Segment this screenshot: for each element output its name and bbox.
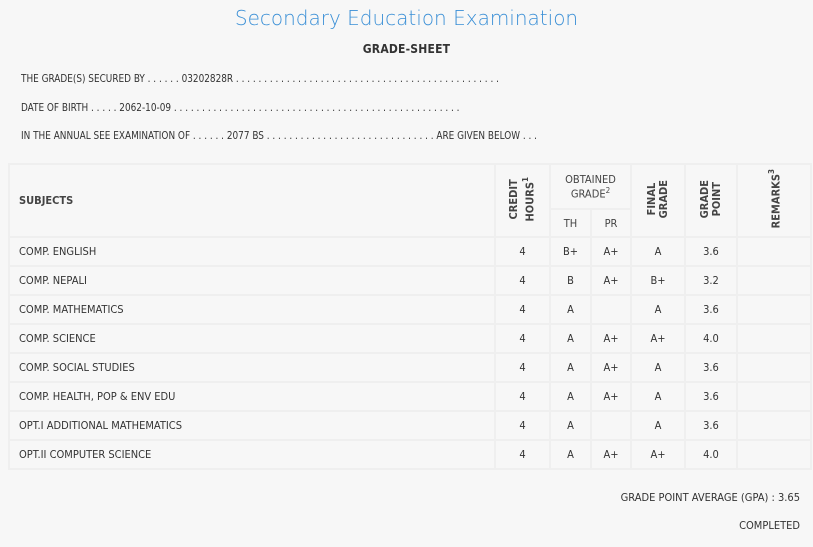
table-row: OPT.I ADDITIONAL MATHEMATICS 4 A A 3.6 [8, 410, 812, 441]
cell-pr: A+ [590, 265, 632, 296]
header-remarks: REMARKS3 [736, 163, 812, 238]
header-subjects: SUBJECTS [8, 163, 496, 238]
cell-final: A [630, 294, 686, 325]
cell-gp: 3.6 [684, 294, 738, 325]
cell-pr: A+ [590, 439, 632, 470]
cell-remarks [736, 294, 812, 325]
cell-subject: COMP. SCIENCE [8, 323, 496, 354]
cell-final: A [630, 410, 686, 441]
cell-pr: A+ [590, 236, 632, 267]
cell-credit: 4 [494, 323, 551, 354]
cell-gp: 3.6 [684, 352, 738, 383]
header-th: TH [549, 208, 592, 238]
cell-gp: 4.0 [684, 323, 738, 354]
cell-pr: A+ [590, 323, 632, 354]
table-row: COMP. SCIENCE 4 A A+ A+ 4.0 [8, 323, 812, 354]
table-row: COMP. HEALTH, POP & ENV EDU 4 A A+ A 3.6 [8, 381, 812, 412]
cell-credit: 4 [494, 381, 551, 412]
header-pr: PR [590, 208, 632, 238]
cell-credit: 4 [494, 439, 551, 470]
cell-subject: COMP. SOCIAL STUDIES [8, 352, 496, 383]
table-row: COMP. NEPALI 4 B A+ B+ 3.2 [8, 265, 812, 296]
header-grade-point: GRADE POINT [684, 163, 738, 238]
table-row: COMP. ENGLISH 4 B+ A+ A 3.6 [8, 236, 812, 267]
cell-gp: 4.0 [684, 439, 738, 470]
cell-credit: 4 [494, 265, 551, 296]
cell-final: A [630, 236, 686, 267]
cell-pr [590, 294, 632, 325]
header-final-grade: FINAL GRADE [630, 163, 686, 238]
cell-th: A [549, 294, 592, 325]
cell-remarks [736, 323, 812, 354]
cell-subject: OPT.II COMPUTER SCIENCE [8, 439, 496, 470]
cell-credit: 4 [494, 352, 551, 383]
cell-final: A+ [630, 323, 686, 354]
secured-by-line: THE GRADE(S) SECURED BY . . . . . . 0320… [21, 72, 499, 85]
exam-line: IN THE ANNUAL SEE EXAMINATION OF . . . .… [21, 129, 538, 142]
cell-credit: 4 [494, 294, 551, 325]
cell-subject: COMP. ENGLISH [8, 236, 496, 267]
dob-line: DATE OF BIRTH . . . . . 2062-10-09 . . .… [21, 101, 460, 114]
cell-subject: COMP. HEALTH, POP & ENV EDU [8, 381, 496, 412]
cell-remarks [736, 381, 812, 412]
cell-final: B+ [630, 265, 686, 296]
cell-remarks [736, 352, 812, 383]
cell-remarks [736, 439, 812, 470]
table-row: COMP. MATHEMATICS 4 A A 3.6 [8, 294, 812, 325]
grade-table: SUBJECTS CREDIT HOURS1 OBTAINED GRADE2 FIN… [8, 163, 812, 470]
cell-remarks [736, 410, 812, 441]
cell-final: A [630, 381, 686, 412]
cell-gp: 3.6 [684, 410, 738, 441]
cell-th: B+ [549, 236, 592, 267]
header-obtained-grade: OBTAINED GRADE2 [549, 163, 632, 210]
table-row: OPT.II COMPUTER SCIENCE 4 A A+ A+ 4.0 [8, 439, 812, 470]
cell-subject: COMP. MATHEMATICS [8, 294, 496, 325]
cell-pr: A+ [590, 352, 632, 383]
cell-subject: OPT.I ADDITIONAL MATHEMATICS [8, 410, 496, 441]
cell-th: A [549, 323, 592, 354]
gpa-text: GRADE POINT AVERAGE (GPA) : 3.65 [620, 491, 800, 504]
cell-credit: 4 [494, 410, 551, 441]
cell-remarks [736, 236, 812, 267]
grade-sheet-heading: GRADE-SHEET [362, 42, 451, 56]
cell-final: A+ [630, 439, 686, 470]
cell-pr: A+ [590, 381, 632, 412]
cell-final: A [630, 352, 686, 383]
page-title: Secondary Education Examination [234, 6, 579, 30]
cell-remarks [736, 265, 812, 296]
cell-th: A [549, 381, 592, 412]
status-text: COMPLETED [739, 519, 800, 532]
cell-th: A [549, 352, 592, 383]
cell-th: A [549, 439, 592, 470]
cell-gp: 3.6 [684, 236, 738, 267]
cell-pr [590, 410, 632, 441]
cell-credit: 4 [494, 236, 551, 267]
cell-th: B [549, 265, 592, 296]
cell-subject: COMP. NEPALI [8, 265, 496, 296]
cell-th: A [549, 410, 592, 441]
table-row: COMP. SOCIAL STUDIES 4 A A+ A 3.6 [8, 352, 812, 383]
cell-gp: 3.2 [684, 265, 738, 296]
cell-gp: 3.6 [684, 381, 738, 412]
header-credit-hours: CREDIT HOURS1 [494, 163, 551, 238]
